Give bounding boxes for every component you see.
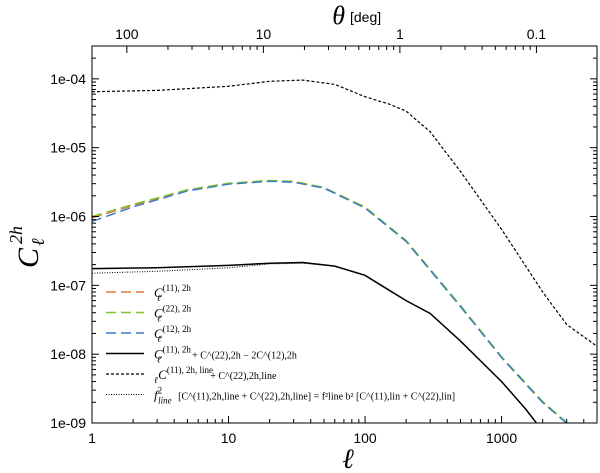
top-axis-title: θ — [332, 1, 345, 30]
legend-label: C(11), 2h ℓ + C^(22),2h − 2C^(12),2h — [154, 345, 297, 365]
plot-frame — [91, 45, 598, 424]
legend-label: C(12), 2h ℓ — [154, 324, 192, 344]
x-axis-title: ℓ — [342, 444, 354, 473]
top-tick-label: 1 — [396, 26, 404, 42]
series-line-2 — [92, 179, 568, 423]
y-tick-label: 1e-07 — [50, 277, 86, 293]
series-line-4 — [92, 261, 537, 423]
series-line-1 — [92, 180, 568, 423]
y-tick-label: 1e-09 — [50, 415, 86, 431]
legend: C(11), 2h ℓC(22), 2h ℓC(12), 2h ℓC(11), 2h ℓ… — [106, 283, 455, 406]
svg-text:C: C — [12, 247, 45, 268]
top-tick-label: 0.1 — [527, 26, 547, 42]
x-tick-label: 100 — [353, 430, 377, 446]
legend-label: C(11), 2h ℓ — [154, 283, 191, 303]
top-axis-unit: [deg] — [350, 9, 381, 25]
svg-text:ℓ: ℓ — [28, 238, 48, 246]
svg-text:2h: 2h — [6, 226, 26, 244]
x-tick-label: 1 — [88, 430, 96, 446]
legend-label: C(22), 2h ℓ — [154, 304, 192, 324]
series-line-6 — [92, 262, 537, 423]
x-tick-label: 1000 — [486, 430, 517, 446]
x-tick-label: 10 — [221, 430, 237, 446]
y-tick-label: 1e-06 — [50, 209, 86, 225]
y-tick-label: 1e-08 — [50, 346, 86, 362]
series-line-5 — [92, 79, 597, 347]
legend-label: C(11), 2h, line ℓ + C^(22),2h,line — [154, 365, 277, 385]
top-tick-label: 100 — [115, 26, 139, 42]
series-line-3 — [92, 180, 568, 423]
legend-label: f2 line [C^(11),2h,line + C^(22),2h,line]… — [154, 386, 455, 406]
y-axis-title: C ℓ 2h — [6, 226, 48, 268]
top-tick-label: 10 — [256, 26, 272, 42]
y-tick-label: 1e-04 — [50, 71, 86, 87]
y-tick-label: 1e-05 — [50, 140, 86, 156]
